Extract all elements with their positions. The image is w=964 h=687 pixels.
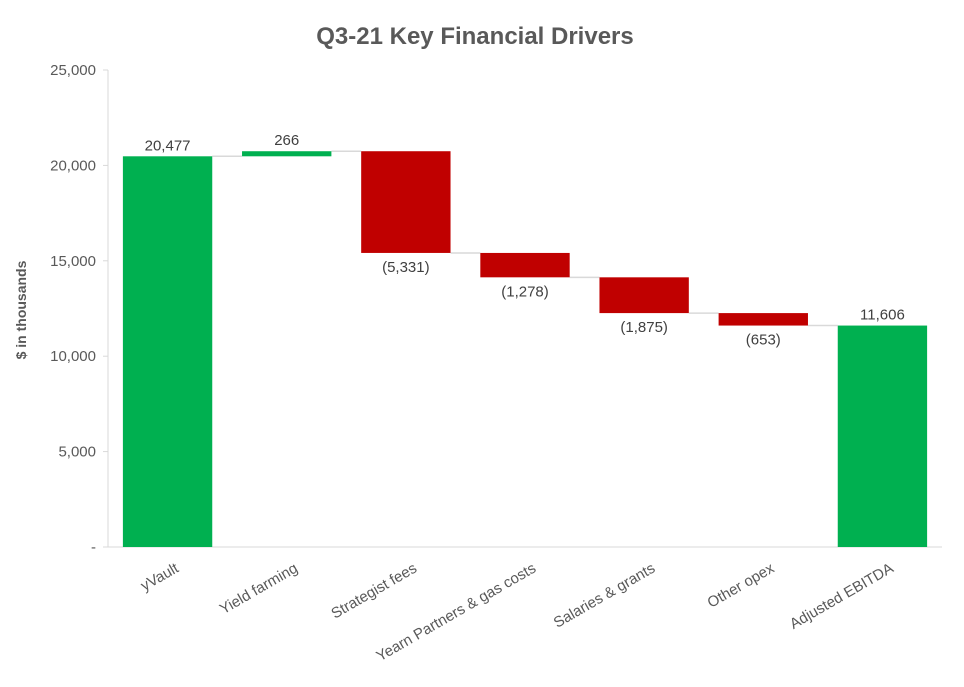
x-tick-label: Adjusted EBITDA bbox=[787, 560, 897, 633]
label-layer: 20,477 266 (5,331) (1,278) (1,875) (653) 11,60… bbox=[145, 132, 905, 348]
connector-layer bbox=[212, 150, 838, 327]
y-tick-label: 15,000 bbox=[50, 253, 96, 270]
data-label: 266 bbox=[274, 132, 299, 149]
bar-5 bbox=[718, 313, 808, 326]
x-tick-label: Salaries & grants bbox=[551, 560, 658, 632]
chart-title: Q3-21 Key Financial Drivers bbox=[316, 23, 633, 50]
bar-4 bbox=[599, 277, 689, 314]
x-tick-label: Strategist fees bbox=[328, 560, 420, 623]
data-label: (1,875) bbox=[620, 319, 668, 336]
y-tick-label: - bbox=[91, 539, 96, 556]
y-tick-label: 10,000 bbox=[50, 348, 96, 365]
x-tick-label: Yield farming bbox=[217, 560, 301, 618]
bar-layer bbox=[122, 151, 928, 548]
x-tick-label: yVault bbox=[138, 559, 182, 594]
data-label: 11,606 bbox=[860, 307, 905, 324]
y-tick-label: 25,000 bbox=[50, 62, 96, 79]
bar-6 bbox=[837, 325, 928, 547]
bar-1 bbox=[242, 151, 332, 157]
data-label: (5,331) bbox=[382, 259, 430, 276]
x-tick-label: Other opex bbox=[705, 559, 778, 611]
data-label: 20,477 bbox=[145, 137, 191, 154]
data-label: (1,278) bbox=[501, 283, 549, 300]
y-tick-label: 5,000 bbox=[58, 444, 96, 461]
bar-0 bbox=[122, 156, 213, 548]
bar-3 bbox=[480, 252, 570, 278]
data-label: (653) bbox=[746, 332, 781, 349]
y-tick-label: 20,000 bbox=[50, 157, 96, 174]
y-axis-label: $ in thousands bbox=[13, 260, 29, 359]
bar-2 bbox=[361, 151, 451, 253]
